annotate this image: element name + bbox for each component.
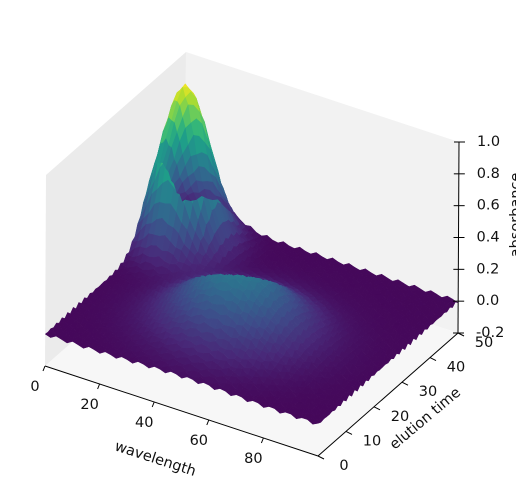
x-tick-label: 40: [135, 415, 153, 431]
y-tick-label: 20: [391, 409, 409, 425]
y-tick-label: 10: [363, 433, 381, 449]
x-tick: [151, 401, 155, 408]
x-tick: [260, 437, 264, 444]
axes: 0 20 40 60 80 0 10 20 30 40 50-0.2 0.0 0.2 0.4 0.6 0.8 1…: [30, 134, 504, 474]
y-tick: [373, 406, 381, 411]
y-axis-line: [317, 332, 459, 457]
z-tick-label: 0.0: [476, 293, 499, 309]
y-tick: [401, 381, 409, 386]
z-tick-label: 1.0: [477, 134, 500, 150]
x-tick-label: 80: [244, 451, 262, 467]
z-tick-label: 0.8: [477, 166, 500, 182]
x-tick: [97, 383, 101, 390]
x-axis-label: wavelength: [113, 439, 198, 480]
x-axis-line: [44, 365, 319, 457]
y-tick-label: 30: [419, 384, 437, 400]
z-tick-label: 0.2: [476, 261, 499, 277]
z-tick-label: 0.6: [477, 198, 500, 214]
x-tick-label: 60: [190, 433, 208, 449]
y-tick-label: 40: [447, 360, 465, 376]
x-tick-label: 0: [30, 379, 39, 395]
surface-mesh: [44, 83, 459, 425]
y-tick-label: 0: [339, 458, 348, 474]
y-tick: [429, 357, 437, 362]
y-tick-label: 50: [475, 335, 493, 351]
x-tick: [206, 419, 210, 426]
x-tick: [42, 365, 46, 372]
left-pane: [45, 52, 186, 366]
y-tick: [345, 430, 353, 435]
surface-facet: [182, 194, 192, 202]
y-tick: [317, 455, 325, 460]
z-tick-label: 0.4: [477, 230, 500, 246]
x-tick-label: 20: [80, 397, 98, 413]
z-axis-label: absorbance: [508, 173, 516, 258]
z-tick-label: -0.2: [476, 325, 504, 341]
